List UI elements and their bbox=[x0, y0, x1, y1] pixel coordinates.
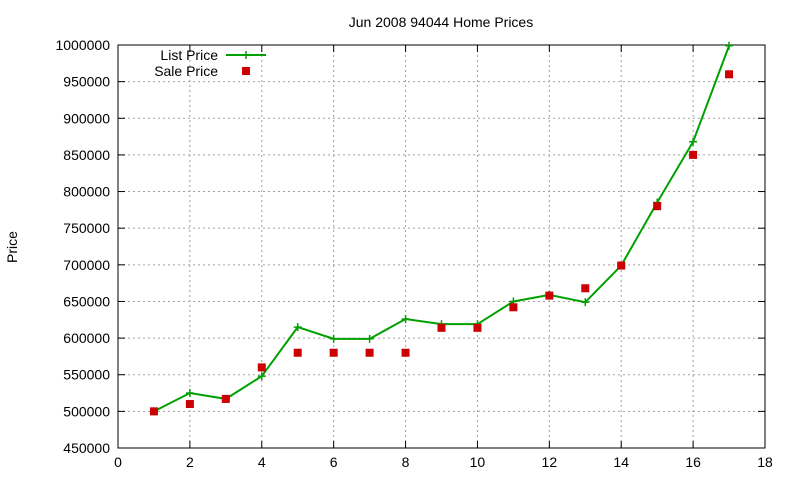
sale-price-point bbox=[401, 348, 410, 357]
list-price-point bbox=[185, 389, 194, 398]
sale-price-point bbox=[185, 400, 194, 409]
list-price-point bbox=[293, 323, 302, 332]
sale-price-point bbox=[293, 348, 302, 357]
sale-price-point bbox=[545, 291, 554, 300]
sale-price-point bbox=[581, 284, 590, 293]
sale-price-point bbox=[689, 150, 698, 159]
y-tick-label: 800000 bbox=[63, 184, 110, 200]
x-tick-label: 4 bbox=[258, 454, 266, 470]
sale-price-point bbox=[617, 261, 626, 270]
x-tick-label: 10 bbox=[470, 454, 486, 470]
x-tick-label: 16 bbox=[685, 454, 701, 470]
legend-marker-list-price bbox=[242, 51, 250, 59]
y-tick-label: 850000 bbox=[63, 147, 110, 163]
sale-price-point bbox=[509, 303, 518, 312]
list-price-line bbox=[153, 45, 730, 413]
legend-label-list-price: List Price bbox=[160, 47, 218, 63]
y-tick-label: 550000 bbox=[63, 367, 110, 383]
y-tick-label: 1000000 bbox=[55, 37, 110, 53]
y-tick-label: 500000 bbox=[63, 403, 110, 419]
list-price-point bbox=[401, 315, 410, 324]
legend-label-sale-price: Sale Price bbox=[154, 63, 218, 79]
y-tick-label: 650000 bbox=[63, 293, 110, 309]
y-tick-label: 950000 bbox=[63, 74, 110, 90]
list-price-point bbox=[329, 334, 338, 343]
y-axis-label: Price bbox=[4, 231, 20, 263]
list-price-point bbox=[257, 372, 266, 381]
plot-frame bbox=[117, 44, 766, 449]
x-tick-label: 14 bbox=[613, 454, 629, 470]
series-layer bbox=[149, 41, 734, 416]
y-tick-label: 450000 bbox=[63, 440, 110, 456]
y-tick-label: 700000 bbox=[63, 257, 110, 273]
y-tick-label: 600000 bbox=[63, 330, 110, 346]
sale-price-point bbox=[149, 407, 158, 416]
x-tick-label: 0 bbox=[114, 454, 122, 470]
ticks: 0 2 4 6 8 10 12 14 16 18 450000 500000 550000 600000 6… bbox=[55, 37, 773, 470]
x-tick-label: 18 bbox=[757, 454, 773, 470]
sale-price-point bbox=[653, 202, 662, 211]
y-tick-label: 900000 bbox=[63, 110, 110, 126]
list-price-point bbox=[725, 41, 734, 50]
sale-price-point bbox=[437, 323, 446, 332]
legend-marker-sale-price bbox=[242, 67, 250, 75]
x-tick-label: 2 bbox=[186, 454, 194, 470]
list-price-point bbox=[365, 334, 374, 343]
grid bbox=[118, 45, 765, 448]
sale-price-point bbox=[365, 348, 374, 357]
list-price-point bbox=[689, 137, 698, 146]
sale-price-point bbox=[221, 394, 230, 403]
chart-title: Jun 2008 94044 Home Prices bbox=[349, 14, 533, 30]
x-tick-label: 8 bbox=[402, 454, 410, 470]
sale-price-point bbox=[329, 348, 338, 357]
x-tick-label: 6 bbox=[330, 454, 338, 470]
sale-price-point bbox=[725, 70, 734, 79]
sale-price-point bbox=[257, 363, 266, 372]
x-tick-label: 12 bbox=[542, 454, 558, 470]
list-price-point bbox=[581, 298, 590, 307]
y-tick-label: 750000 bbox=[63, 220, 110, 236]
sale-price-point bbox=[473, 323, 482, 332]
